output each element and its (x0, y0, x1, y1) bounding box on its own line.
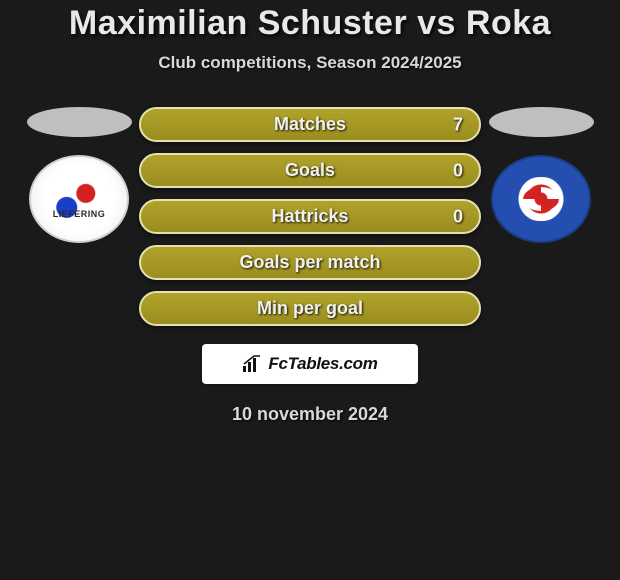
stat-value: 7 (453, 114, 463, 135)
stat-row-matches: Matches 7 (139, 107, 481, 142)
brand-box: FcTables.com (202, 344, 418, 384)
stat-label: Matches (274, 114, 346, 135)
page-subtitle: Club competitions, Season 2024/2025 (0, 53, 620, 73)
stats-column: Matches 7 Goals 0 Hattricks 0 Goals per … (139, 103, 481, 326)
right-player-col (481, 103, 601, 243)
page-title: Maximilian Schuster vs Roka (0, 4, 620, 43)
stat-row-hattricks: Hattricks 0 (139, 199, 481, 234)
player-placeholder-right (489, 107, 594, 137)
stat-label: Min per goal (257, 298, 363, 319)
left-player-col (19, 103, 139, 243)
brand-text: FcTables.com (268, 354, 377, 374)
stat-value: 0 (453, 160, 463, 181)
stat-value: 0 (453, 206, 463, 227)
bars-icon (242, 355, 262, 373)
club-badge-left (29, 155, 129, 243)
main-row: Matches 7 Goals 0 Hattricks 0 Goals per … (0, 103, 620, 326)
stat-label: Goals per match (239, 252, 380, 273)
stat-row-min-per-goal: Min per goal (139, 291, 481, 326)
infographic-root: Maximilian Schuster vs Roka Club competi… (0, 0, 620, 580)
club-badge-right (491, 155, 591, 243)
stat-row-goals: Goals 0 (139, 153, 481, 188)
player-placeholder-left (27, 107, 132, 137)
stat-row-goals-per-match: Goals per match (139, 245, 481, 280)
stat-label: Hattricks (271, 206, 348, 227)
stat-label: Goals (285, 160, 335, 181)
date-line: 10 november 2024 (0, 404, 620, 425)
